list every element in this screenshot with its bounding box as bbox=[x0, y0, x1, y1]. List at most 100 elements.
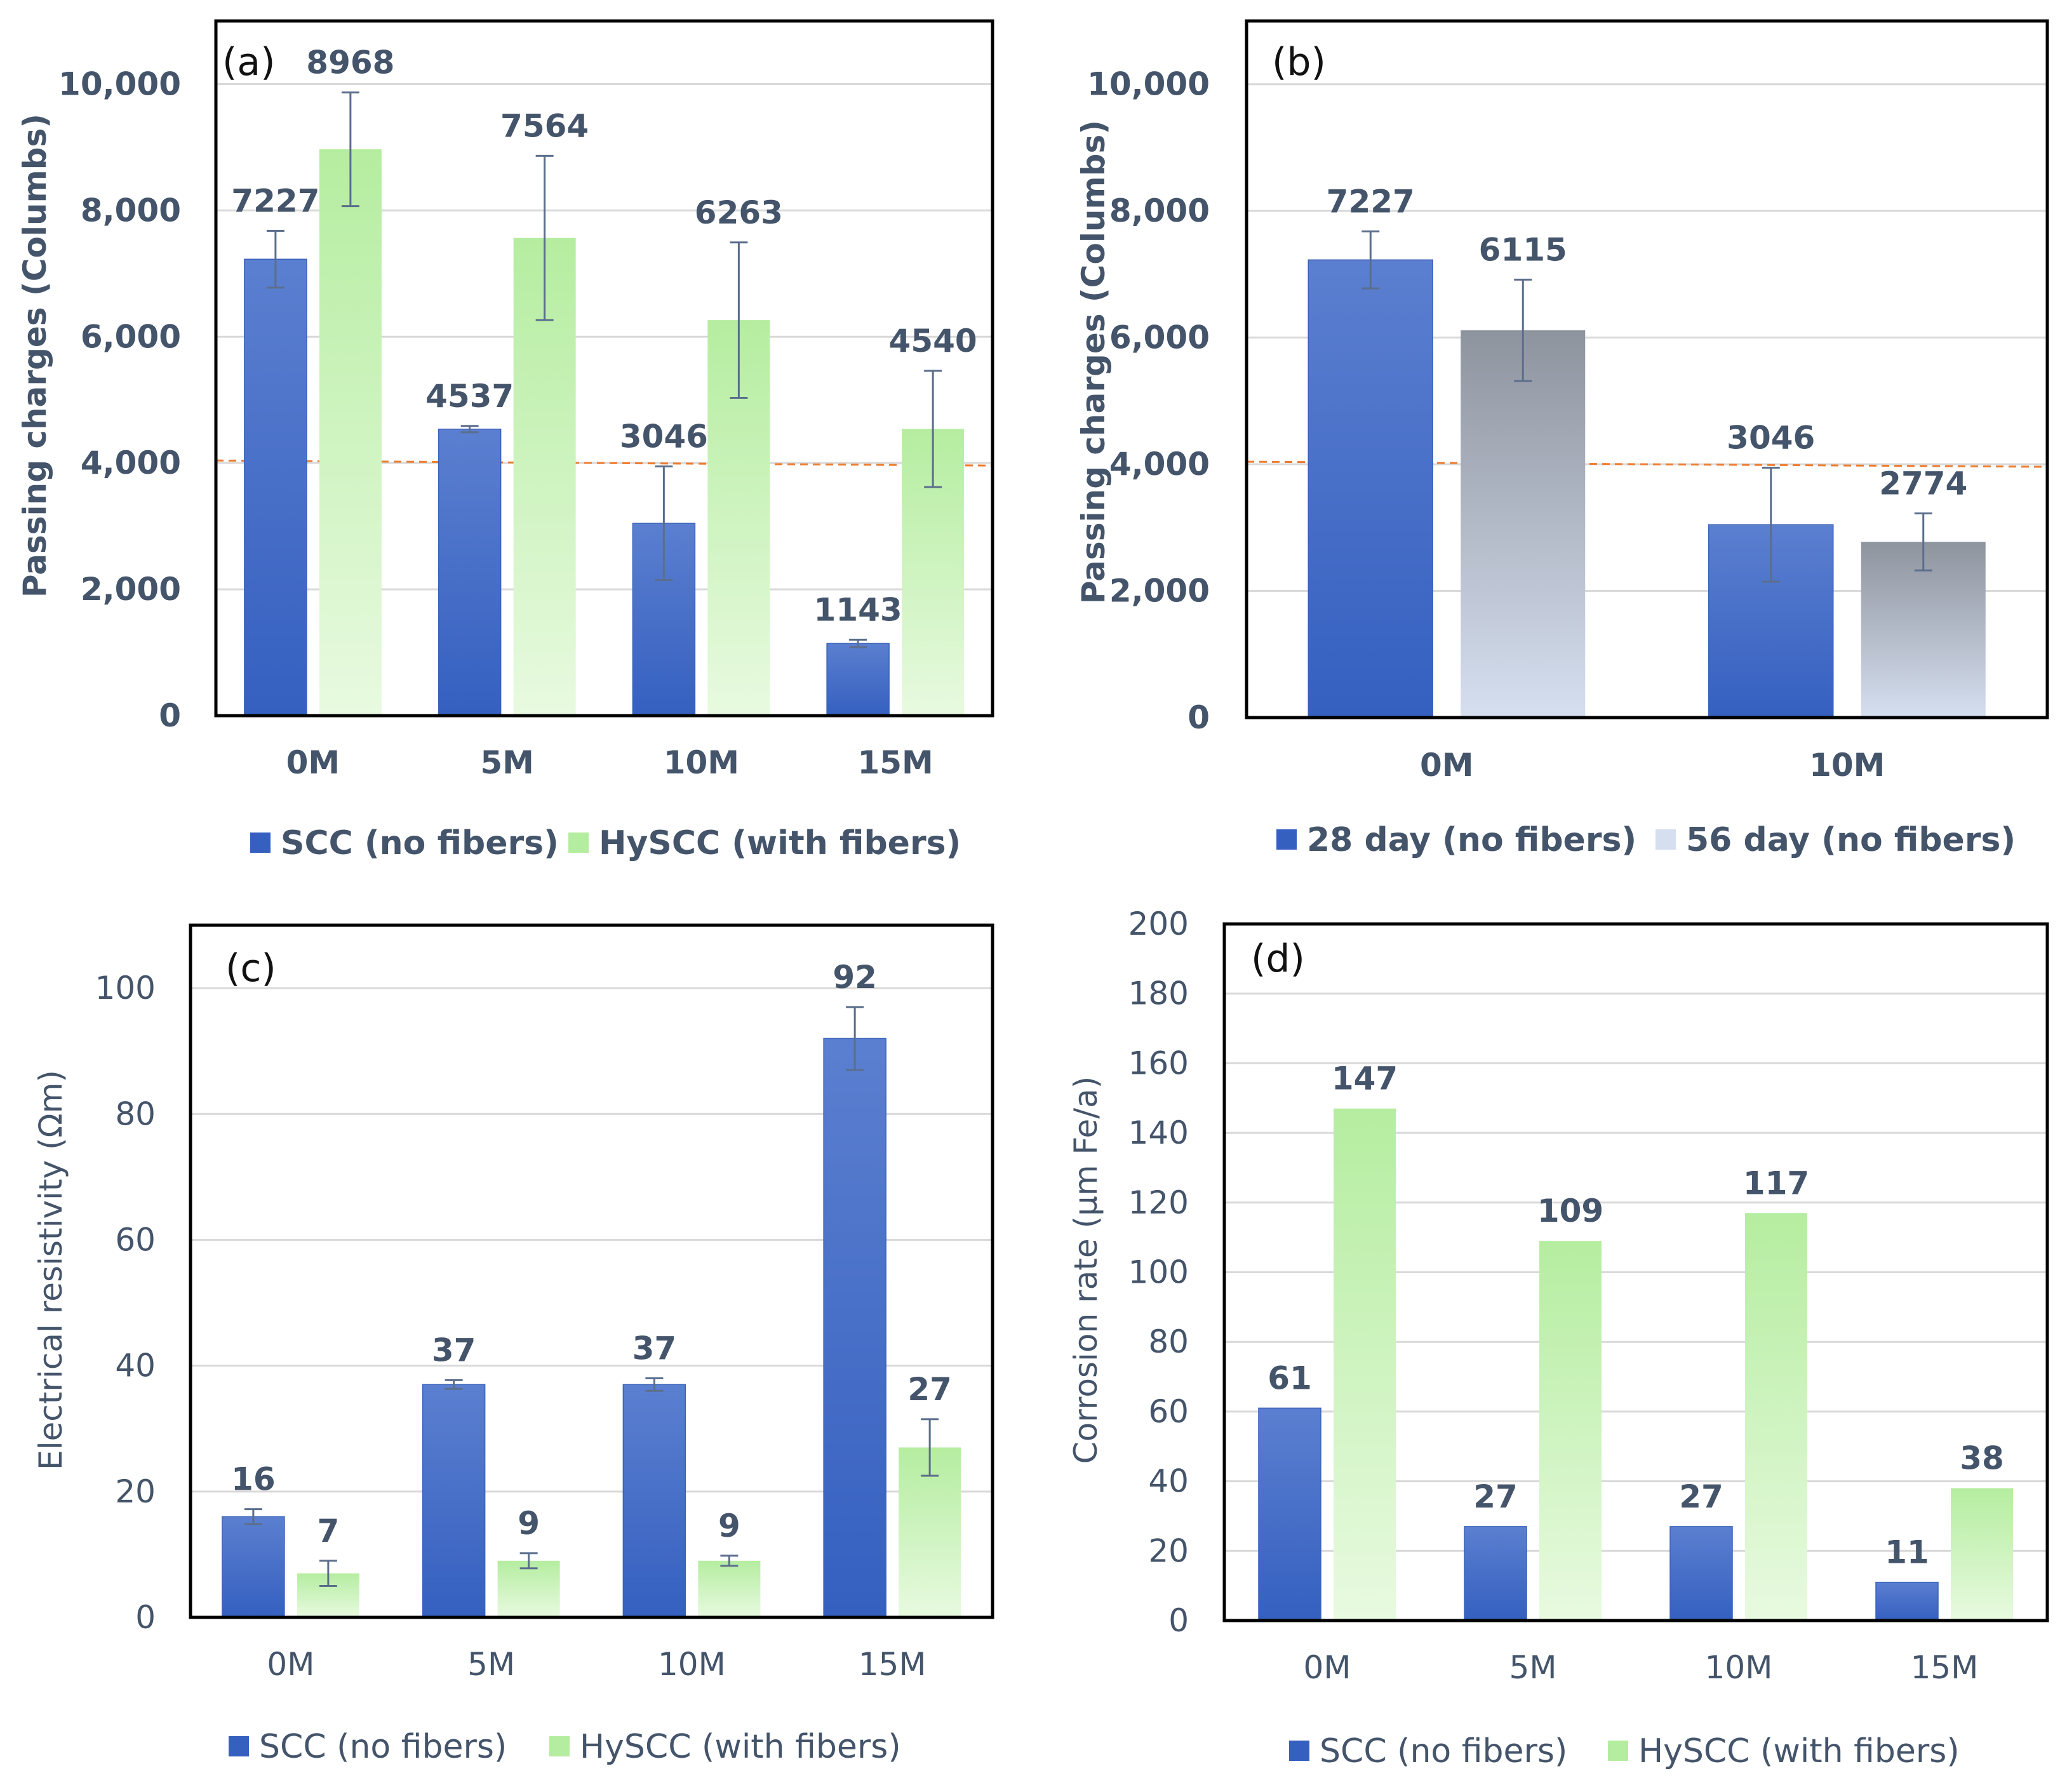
y-tick-label: 160 bbox=[1128, 1045, 1189, 1081]
legend-label: SCC (no fibers) bbox=[259, 1728, 507, 1766]
x-tick-label: 15M bbox=[857, 744, 933, 781]
legend-swatch bbox=[1656, 829, 1676, 850]
y-tick-label: 8,000 bbox=[1109, 192, 1210, 229]
legend-label: SCC (no fibers) bbox=[1320, 1732, 1567, 1770]
y-tick-label: 60 bbox=[115, 1221, 156, 1258]
y-tick-label: 10,000 bbox=[1087, 66, 1210, 103]
data-label: 3046 bbox=[620, 418, 708, 455]
bar-a-s0-15M bbox=[826, 643, 890, 716]
y-tick-label: 140 bbox=[1128, 1114, 1189, 1151]
data-label: 37 bbox=[432, 1332, 476, 1368]
y-tick-label: 40 bbox=[115, 1347, 156, 1384]
x-tick-label: 10M bbox=[664, 744, 739, 781]
y-tick-label: 6,000 bbox=[81, 318, 181, 355]
legend-swatch bbox=[1289, 1741, 1309, 1761]
data-label: 147 bbox=[1332, 1060, 1398, 1097]
x-tick-label: 10M bbox=[1809, 747, 1885, 784]
bar-b-s1-0M bbox=[1461, 330, 1586, 718]
legend-swatch bbox=[250, 832, 271, 853]
plot-frame bbox=[1245, 19, 2049, 719]
y-tick-label: 4,000 bbox=[1109, 446, 1210, 483]
x-tick-label: 10M bbox=[658, 1646, 726, 1683]
legend-swatch bbox=[1608, 1741, 1628, 1761]
y-tick-label: 60 bbox=[1148, 1393, 1189, 1430]
legend-label: HySCC (with fibers) bbox=[580, 1728, 901, 1766]
y-tick-label: 4,000 bbox=[81, 445, 181, 481]
data-label: 4537 bbox=[425, 378, 514, 415]
x-tick-label: 0M bbox=[267, 1646, 314, 1683]
panel-label: (c) bbox=[225, 946, 276, 991]
y-tick-label: 120 bbox=[1128, 1184, 1189, 1221]
data-label: 8968 bbox=[306, 44, 394, 81]
legend-swatch bbox=[229, 1736, 249, 1756]
y-tick-label: 100 bbox=[1128, 1254, 1189, 1291]
data-label: 109 bbox=[1537, 1193, 1603, 1229]
bar-a-s0-5M bbox=[438, 429, 502, 716]
legend-label: 28 day (no fibers) bbox=[1307, 821, 1636, 859]
legend-swatch bbox=[1276, 829, 1297, 850]
bar-d-s1-0M bbox=[1334, 1108, 1396, 1621]
y-axis-title: Corrosion rate (μm Fe/a) bbox=[1067, 1076, 1104, 1464]
panel-label: (a) bbox=[222, 40, 276, 84]
y-tick-label: 10,000 bbox=[58, 65, 181, 102]
y-tick-label: 2,000 bbox=[81, 571, 181, 608]
data-label: 2774 bbox=[1879, 465, 1967, 502]
plot-frame bbox=[1222, 922, 2049, 1622]
data-label: 7227 bbox=[1327, 183, 1415, 220]
bar-d-s1-10M bbox=[1745, 1213, 1807, 1621]
y-tick-label: 20 bbox=[115, 1473, 156, 1510]
y-tick-label: 80 bbox=[1148, 1323, 1189, 1360]
y-tick-label: 100 bbox=[95, 970, 156, 1006]
data-label: 27 bbox=[907, 1371, 952, 1408]
bar-d-s0-5M bbox=[1464, 1526, 1527, 1621]
x-tick-label: 15M bbox=[1911, 1649, 1979, 1686]
data-label: 61 bbox=[1268, 1360, 1312, 1396]
x-tick-label: 0M bbox=[1304, 1649, 1351, 1686]
data-label: 7 bbox=[317, 1513, 339, 1549]
bar-b-s0-0M bbox=[1308, 259, 1433, 718]
data-label: 27 bbox=[1679, 1478, 1723, 1515]
y-tick-label: 2,000 bbox=[1109, 573, 1210, 610]
bar-d-s1-5M bbox=[1539, 1241, 1602, 1621]
bar-a-s1-0M bbox=[319, 149, 382, 716]
y-tick-label: 180 bbox=[1128, 975, 1189, 1012]
bar-c-s0-0M bbox=[222, 1516, 285, 1618]
data-label: 6115 bbox=[1479, 231, 1567, 268]
data-label: 16 bbox=[231, 1461, 276, 1498]
x-tick-label: 10M bbox=[1705, 1649, 1773, 1686]
data-label: 3046 bbox=[1727, 419, 1815, 456]
panel-label: (d) bbox=[1251, 937, 1305, 981]
y-tick-label: 0 bbox=[135, 1599, 156, 1636]
x-tick-label: 5M bbox=[1509, 1649, 1557, 1686]
panel-label: (b) bbox=[1272, 40, 1326, 84]
data-label: 11 bbox=[1885, 1534, 1929, 1571]
panel-d: 0 20 40 60 80 100 120 140 160 180 200 61 27 27 11 147 10… bbox=[1067, 906, 2049, 1770]
legend-label: SCC (no fibers) bbox=[281, 824, 559, 862]
data-label: 1143 bbox=[814, 591, 902, 628]
data-label: 37 bbox=[632, 1330, 677, 1367]
y-tick-label: 0 bbox=[1168, 1602, 1189, 1639]
legend-swatch bbox=[549, 1736, 570, 1756]
bar-d-s0-10M bbox=[1669, 1526, 1733, 1621]
y-tick-label: 0 bbox=[159, 697, 181, 734]
y-tick-label: 8,000 bbox=[81, 192, 181, 229]
data-label: 6263 bbox=[695, 194, 783, 231]
data-label: 7564 bbox=[500, 107, 589, 144]
y-axis-title: Passing charges (Columbs) bbox=[1075, 120, 1112, 604]
data-label: 4540 bbox=[889, 323, 977, 359]
bar-a-s0-0M bbox=[244, 258, 307, 716]
data-label: 7227 bbox=[231, 182, 319, 219]
bar-c-s1-10M bbox=[698, 1560, 761, 1617]
data-label: 92 bbox=[833, 959, 877, 996]
x-tick-label: 5M bbox=[467, 1646, 515, 1683]
y-tick-label: 40 bbox=[1148, 1463, 1189, 1500]
legend-label: HySCC (with fibers) bbox=[599, 824, 961, 862]
legend-swatch bbox=[568, 832, 589, 853]
data-label: 27 bbox=[1473, 1478, 1518, 1515]
bar-d-s0-15M bbox=[1875, 1581, 1939, 1621]
y-tick-label: 6,000 bbox=[1109, 319, 1210, 356]
y-axis-title: Passing charges (Columbs) bbox=[17, 114, 53, 598]
plot-frame bbox=[214, 19, 994, 718]
